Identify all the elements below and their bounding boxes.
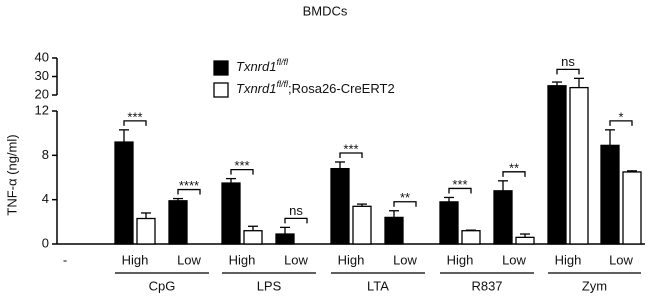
significance-label: ** xyxy=(509,160,519,175)
bar xyxy=(221,182,241,245)
bar xyxy=(330,167,350,245)
y-tick-label: 0 xyxy=(42,235,49,250)
group-label: CpG xyxy=(149,278,176,293)
significance-label: ns xyxy=(561,54,575,69)
bar xyxy=(439,201,459,245)
significance-label: *** xyxy=(234,158,249,173)
y-tick-label: 30 xyxy=(35,68,49,83)
bar xyxy=(569,86,589,245)
x-tick-label: High xyxy=(447,252,474,267)
bar xyxy=(547,85,567,245)
y-tick-label: 20 xyxy=(35,86,49,101)
x-tick-label: High xyxy=(338,252,365,267)
bar xyxy=(168,200,188,245)
significance-bracket xyxy=(284,217,308,224)
bar xyxy=(461,230,481,245)
legend-label-part: fl/fl xyxy=(276,79,289,89)
significance-label: **** xyxy=(179,178,199,193)
significance-bracket xyxy=(556,68,580,75)
legend-label-part: Txnrd1 xyxy=(236,59,276,74)
legend-label: Txnrd1fl/fl xyxy=(236,57,289,74)
y-tick-label: 8 xyxy=(42,147,49,162)
y-tick-label: 4 xyxy=(42,191,49,206)
significance-bracket xyxy=(177,188,201,195)
significance-label: *** xyxy=(343,141,358,156)
legend-label-part: ;Rosa26-CreERT2 xyxy=(288,81,395,96)
x-tick-label: Low xyxy=(284,252,308,267)
significance-bracket xyxy=(448,187,472,194)
significance-bracket xyxy=(502,171,526,177)
bar xyxy=(243,230,263,245)
significance-bracket xyxy=(339,152,363,158)
legend-label: Txnrd1fl/fl;Rosa26-CreERT2 xyxy=(236,79,395,96)
bar xyxy=(352,205,372,245)
x-tick-label: Low xyxy=(177,252,201,267)
bar xyxy=(600,144,620,245)
y-tick-label: 40 xyxy=(35,49,49,64)
significance-label: ** xyxy=(400,190,410,205)
x-tick-label: Low xyxy=(393,252,417,267)
group-label: LPS xyxy=(257,278,282,293)
significance-bracket xyxy=(609,120,633,126)
x-tick-label: High xyxy=(555,252,582,267)
group-label: R837 xyxy=(471,278,502,293)
x-tick-label: High xyxy=(122,252,149,267)
x-tick-label: Low xyxy=(609,252,633,267)
significance-label: *** xyxy=(452,177,467,192)
bar xyxy=(114,141,134,245)
bar xyxy=(384,216,404,245)
y-axis-label: TNF-α (ng/ml) xyxy=(4,134,19,215)
x-tick-label: High xyxy=(229,252,256,267)
legend-swatch xyxy=(213,82,229,98)
bar xyxy=(493,190,513,245)
x-tick-label: Low xyxy=(502,252,526,267)
significance-label: ns xyxy=(289,203,303,218)
y-tick-label: 12 xyxy=(35,102,49,117)
significance-bracket xyxy=(123,120,147,126)
significance-bracket xyxy=(230,168,254,175)
legend-label-part: Txnrd1 xyxy=(236,81,276,96)
bar xyxy=(275,233,295,245)
x-tick-label: - xyxy=(63,252,67,267)
legend-swatch xyxy=(213,60,229,76)
group-label: Zym xyxy=(582,278,607,293)
significance-label: * xyxy=(618,109,623,124)
group-label: LTA xyxy=(367,278,389,293)
significance-bracket xyxy=(393,201,417,207)
bar xyxy=(136,217,156,245)
significance-label: *** xyxy=(127,109,142,124)
bar xyxy=(515,236,535,245)
bar xyxy=(622,171,642,245)
chart-title: BMDCs xyxy=(303,3,348,18)
legend-label-part: fl/fl xyxy=(276,57,289,67)
